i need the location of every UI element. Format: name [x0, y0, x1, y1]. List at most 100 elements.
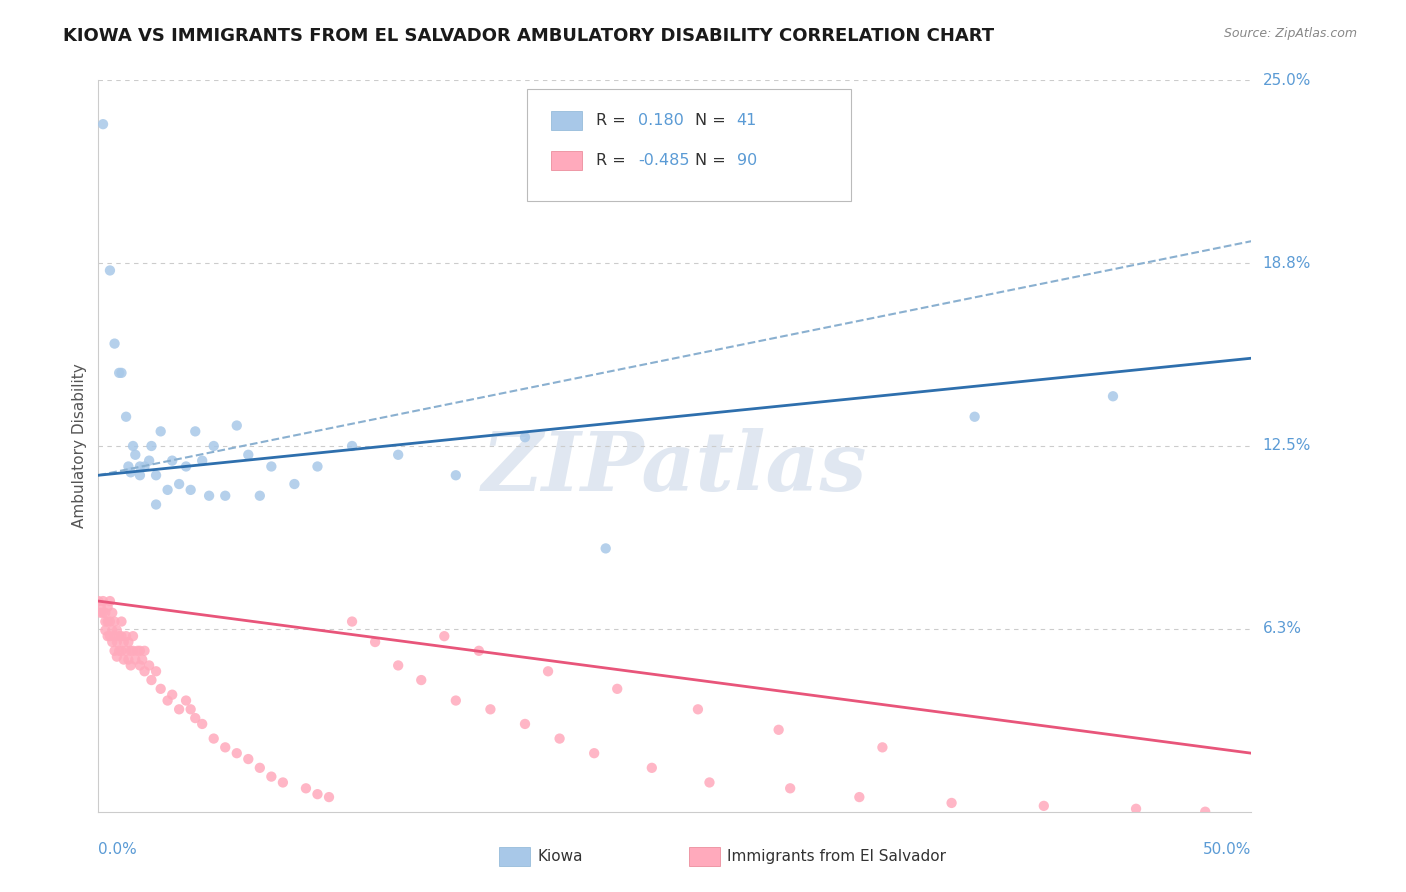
Point [124, 652, 146, 666]
Point [444, 693, 467, 707]
Point [105, 624, 128, 638]
Point [101, 635, 124, 649]
Point [595, 541, 617, 556]
Point [141, 439, 163, 453]
Point [963, 409, 986, 424]
Point [122, 629, 145, 643]
Point [101, 624, 124, 638]
Text: 12.5%: 12.5% [1263, 439, 1310, 453]
Point [94, 606, 117, 620]
Point [238, 752, 260, 766]
Point [686, 702, 709, 716]
Point [307, 459, 329, 474]
Point [167, 477, 190, 491]
Text: N =: N = [695, 153, 731, 168]
Point [94, 615, 117, 629]
Point [768, 723, 790, 737]
Point [283, 477, 305, 491]
Point [180, 483, 202, 497]
Point [141, 673, 163, 687]
Point [112, 652, 135, 666]
Point [138, 658, 160, 673]
Point [444, 468, 467, 483]
Point [238, 448, 260, 462]
Point [105, 635, 128, 649]
Point [433, 629, 456, 643]
Point [779, 781, 801, 796]
Text: 41: 41 [737, 113, 756, 128]
Point [134, 644, 156, 658]
Point [110, 644, 132, 658]
Point [134, 459, 156, 474]
Point [108, 366, 131, 380]
Point [1194, 805, 1216, 819]
Point [120, 466, 142, 480]
Text: Source: ZipAtlas.com: Source: ZipAtlas.com [1223, 27, 1357, 40]
Point [97, 629, 120, 643]
Point [941, 796, 963, 810]
Text: 0.0%: 0.0% [98, 842, 138, 857]
Point [225, 746, 247, 760]
Point [98, 263, 121, 277]
Point [198, 489, 221, 503]
Point [145, 468, 167, 483]
Point [90, 606, 112, 620]
Point [98, 615, 121, 629]
Point [160, 688, 183, 702]
Point [260, 770, 283, 784]
Point [110, 629, 132, 643]
Point [1125, 802, 1147, 816]
Point [202, 731, 225, 746]
Text: -0.485: -0.485 [638, 153, 690, 168]
Point [131, 652, 153, 666]
Point [583, 746, 606, 760]
Text: ZIPatlas: ZIPatlas [482, 428, 868, 508]
Point [127, 644, 149, 658]
Point [468, 644, 491, 658]
Point [479, 702, 502, 716]
Point [105, 649, 128, 664]
Point [115, 644, 138, 658]
Point [249, 761, 271, 775]
Point [117, 635, 139, 649]
Point [387, 448, 409, 462]
Point [156, 693, 179, 707]
Text: KIOWA VS IMMIGRANTS FROM EL SALVADOR AMBULATORY DISABILITY CORRELATION CHART: KIOWA VS IMMIGRANTS FROM EL SALVADOR AMB… [63, 27, 994, 45]
Point [120, 644, 142, 658]
Point [108, 644, 131, 658]
Point [108, 629, 131, 643]
Point [364, 635, 387, 649]
Point [110, 615, 132, 629]
Point [98, 629, 121, 643]
Text: 25.0%: 25.0% [1263, 73, 1310, 87]
Point [167, 702, 190, 716]
Point [98, 594, 121, 608]
Point [91, 606, 114, 620]
Point [848, 790, 870, 805]
Y-axis label: Ambulatory Disability: Ambulatory Disability [72, 364, 87, 528]
Point [641, 761, 664, 775]
Point [318, 790, 340, 805]
Point [225, 418, 247, 433]
Point [174, 459, 197, 474]
Point [91, 117, 114, 131]
Point [103, 336, 125, 351]
Point [340, 615, 363, 629]
Point [149, 681, 172, 696]
Point [122, 439, 145, 453]
Point [122, 644, 145, 658]
Point [129, 658, 152, 673]
Point [115, 409, 138, 424]
Point [1032, 798, 1054, 813]
Point [249, 489, 271, 503]
Point [271, 775, 294, 789]
Point [260, 459, 283, 474]
Point [411, 673, 433, 687]
Point [120, 658, 142, 673]
Text: Immigrants from El Salvador: Immigrants from El Salvador [727, 849, 946, 863]
Point [124, 448, 146, 462]
Point [174, 693, 197, 707]
Point [191, 717, 214, 731]
Point [548, 731, 571, 746]
Point [295, 781, 318, 796]
